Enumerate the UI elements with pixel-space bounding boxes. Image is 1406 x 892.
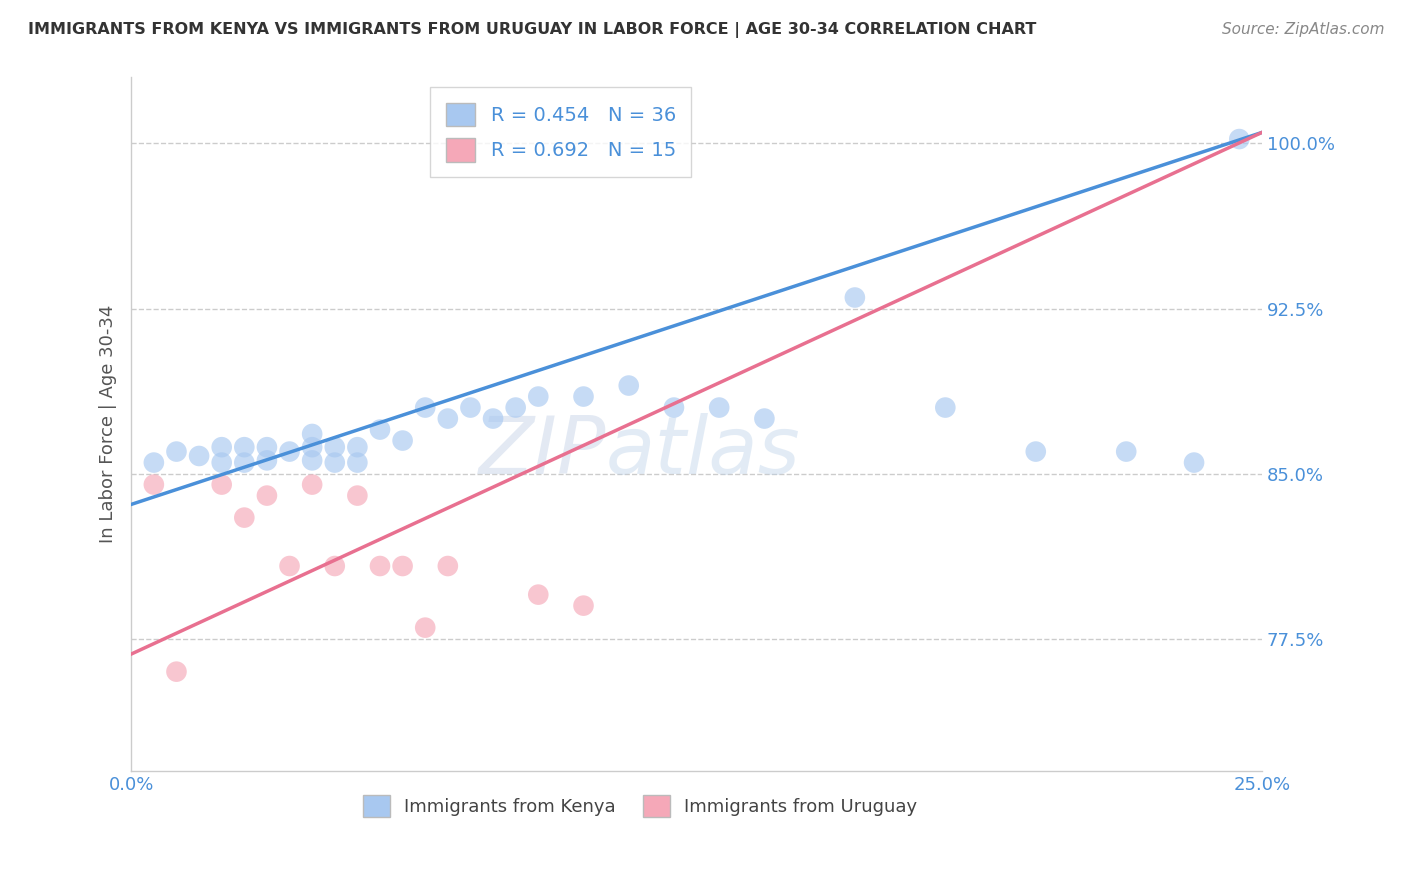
- Point: [572, 390, 595, 404]
- Point: [527, 588, 550, 602]
- Point: [527, 390, 550, 404]
- Point: [301, 453, 323, 467]
- Point: [256, 440, 278, 454]
- Point: [505, 401, 527, 415]
- Point: [278, 444, 301, 458]
- Point: [1182, 456, 1205, 470]
- Point: [460, 401, 482, 415]
- Point: [211, 456, 233, 470]
- Point: [301, 440, 323, 454]
- Text: ZIP: ZIP: [479, 413, 606, 491]
- Point: [233, 510, 256, 524]
- Point: [323, 456, 346, 470]
- Text: Source: ZipAtlas.com: Source: ZipAtlas.com: [1222, 22, 1385, 37]
- Point: [346, 489, 368, 503]
- Point: [166, 444, 188, 458]
- Point: [142, 456, 165, 470]
- Point: [368, 423, 391, 437]
- Point: [211, 440, 233, 454]
- Point: [934, 401, 956, 415]
- Point: [391, 559, 413, 574]
- Point: [256, 453, 278, 467]
- Point: [662, 401, 685, 415]
- Point: [211, 477, 233, 491]
- Point: [437, 559, 460, 574]
- Point: [368, 559, 391, 574]
- Text: atlas: atlas: [606, 413, 801, 491]
- Point: [346, 440, 368, 454]
- Point: [346, 456, 368, 470]
- Point: [323, 559, 346, 574]
- Point: [844, 291, 866, 305]
- Point: [482, 411, 505, 425]
- Point: [617, 378, 640, 392]
- Point: [233, 440, 256, 454]
- Point: [1025, 444, 1047, 458]
- Point: [323, 440, 346, 454]
- Point: [142, 477, 165, 491]
- Point: [256, 489, 278, 503]
- Point: [301, 427, 323, 442]
- Point: [413, 401, 436, 415]
- Legend: Immigrants from Kenya, Immigrants from Uruguay: Immigrants from Kenya, Immigrants from U…: [356, 788, 925, 824]
- Point: [437, 411, 460, 425]
- Point: [709, 401, 731, 415]
- Point: [233, 456, 256, 470]
- Point: [1115, 444, 1137, 458]
- Point: [391, 434, 413, 448]
- Point: [1227, 132, 1250, 146]
- Point: [166, 665, 188, 679]
- Point: [754, 411, 776, 425]
- Point: [188, 449, 211, 463]
- Point: [278, 559, 301, 574]
- Y-axis label: In Labor Force | Age 30-34: In Labor Force | Age 30-34: [100, 305, 117, 543]
- Point: [413, 621, 436, 635]
- Point: [301, 477, 323, 491]
- Point: [572, 599, 595, 613]
- Text: IMMIGRANTS FROM KENYA VS IMMIGRANTS FROM URUGUAY IN LABOR FORCE | AGE 30-34 CORR: IMMIGRANTS FROM KENYA VS IMMIGRANTS FROM…: [28, 22, 1036, 38]
